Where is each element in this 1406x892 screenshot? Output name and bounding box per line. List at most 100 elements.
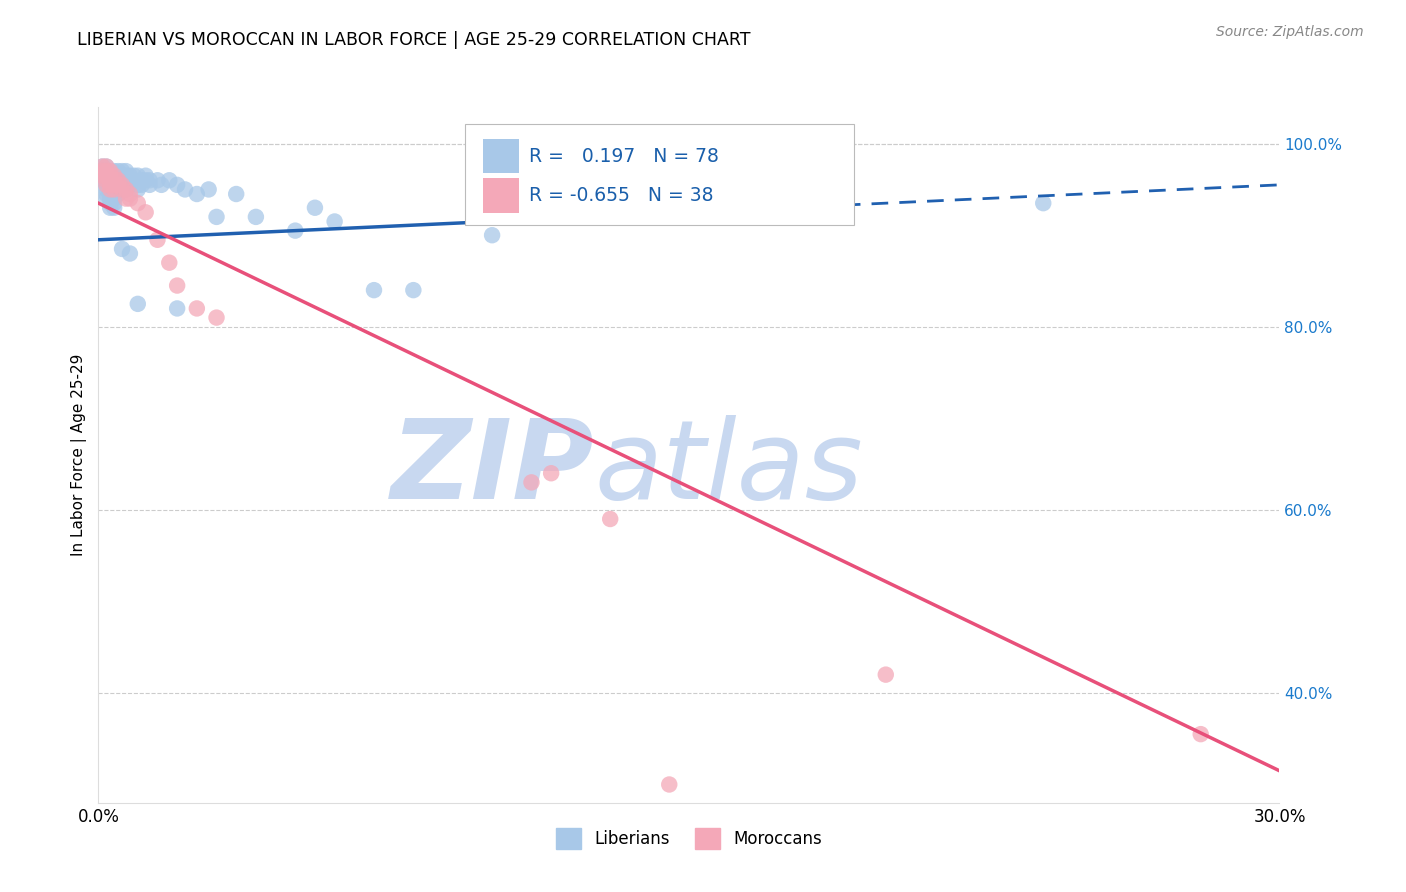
Point — [118, 187, 141, 202]
Point — [157, 255, 180, 269]
Point — [135, 205, 157, 219]
Point — [118, 173, 141, 187]
Point — [103, 178, 125, 192]
Point — [135, 169, 157, 183]
Point — [146, 233, 169, 247]
Point — [118, 178, 141, 192]
Point — [166, 278, 188, 293]
Point — [138, 178, 160, 192]
Point — [103, 164, 125, 178]
Point — [96, 182, 118, 196]
Point — [122, 169, 145, 183]
Point — [96, 164, 118, 178]
Point — [115, 192, 138, 206]
Point — [111, 164, 134, 178]
Point — [205, 210, 228, 224]
Point — [98, 173, 121, 187]
Point — [96, 160, 118, 174]
Point — [111, 169, 134, 183]
Point — [122, 173, 145, 187]
Point — [103, 201, 125, 215]
Point — [323, 214, 346, 228]
Point — [91, 160, 114, 174]
Point — [96, 169, 118, 183]
Point — [402, 283, 425, 297]
Point — [481, 228, 503, 243]
Point — [127, 178, 149, 192]
Point — [98, 173, 121, 187]
Point — [520, 475, 543, 490]
Point — [245, 210, 267, 224]
Point — [186, 301, 208, 316]
Point — [127, 196, 149, 211]
Legend: Liberians, Moroccans: Liberians, Moroccans — [548, 820, 830, 857]
Point — [98, 164, 121, 178]
Point — [363, 283, 385, 297]
Point — [111, 178, 134, 192]
Point — [115, 169, 138, 183]
Point — [107, 164, 129, 178]
Point — [98, 169, 121, 183]
Point — [98, 169, 121, 183]
Point — [103, 173, 125, 187]
Point — [131, 173, 153, 187]
Point — [1032, 196, 1054, 211]
Point — [96, 160, 118, 174]
Text: ZIP: ZIP — [391, 416, 595, 523]
Text: atlas: atlas — [595, 416, 863, 523]
Point — [138, 173, 160, 187]
Text: Source: ZipAtlas.com: Source: ZipAtlas.com — [1216, 25, 1364, 39]
Point — [638, 178, 661, 192]
Point — [146, 173, 169, 187]
FancyBboxPatch shape — [484, 178, 519, 213]
Point — [115, 164, 138, 178]
Point — [103, 169, 125, 183]
Point — [107, 169, 129, 183]
Point — [96, 173, 118, 187]
Point — [91, 164, 114, 178]
Point — [107, 178, 129, 192]
Point — [118, 169, 141, 183]
Point — [91, 160, 114, 174]
Point — [96, 178, 118, 192]
Text: LIBERIAN VS MOROCCAN IN LABOR FORCE | AGE 25-29 CORRELATION CHART: LIBERIAN VS MOROCCAN IN LABOR FORCE | AG… — [77, 31, 751, 49]
Text: R = -0.655   N = 38: R = -0.655 N = 38 — [530, 186, 714, 205]
Point — [127, 169, 149, 183]
Point — [115, 182, 138, 196]
Point — [107, 173, 129, 187]
Point — [115, 178, 138, 192]
FancyBboxPatch shape — [484, 138, 519, 173]
Point — [174, 182, 197, 196]
Point — [111, 178, 134, 192]
Point — [111, 182, 134, 196]
Point — [205, 310, 228, 325]
Point — [186, 187, 208, 202]
Point — [91, 173, 114, 187]
Point — [91, 164, 114, 178]
Point — [599, 512, 621, 526]
Point — [166, 301, 188, 316]
Point — [98, 201, 121, 215]
Point — [115, 173, 138, 187]
Point — [540, 467, 562, 481]
Point — [107, 178, 129, 192]
Point — [118, 246, 141, 260]
Point — [103, 182, 125, 196]
Point — [98, 178, 121, 192]
Point — [98, 182, 121, 196]
Point — [103, 182, 125, 196]
Point — [111, 242, 134, 256]
Point — [103, 187, 125, 202]
Point — [98, 164, 121, 178]
Point — [225, 187, 247, 202]
Point — [107, 187, 129, 202]
Point — [103, 169, 125, 183]
Point — [103, 173, 125, 187]
Point — [96, 187, 118, 202]
Point — [96, 192, 118, 206]
Point — [98, 182, 121, 196]
Point — [127, 182, 149, 196]
Point — [304, 201, 326, 215]
Point — [127, 297, 149, 311]
Point — [166, 178, 188, 192]
